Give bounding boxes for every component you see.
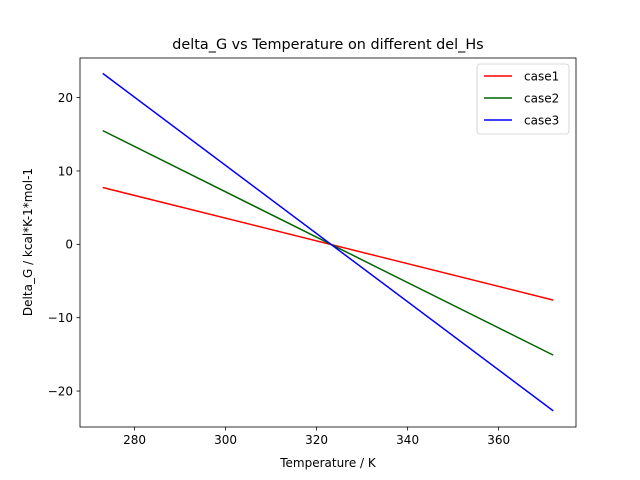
x-axis-ticks: 280 300 320 340 360 (123, 427, 510, 447)
x-axis-label: Temperature / K (279, 456, 377, 470)
legend-label-case1: case1 (524, 69, 559, 83)
series-line-case1 (102, 186, 554, 301)
legend-label-case2: case2 (524, 91, 559, 105)
y-tick-label: −10 (48, 311, 73, 325)
x-tick-label: 300 (214, 433, 237, 447)
y-axis-label: Delta_G / kcal*K-1*mol-1 (21, 168, 35, 316)
y-tick-label: 0 (65, 238, 73, 252)
x-tick-label: 320 (305, 433, 328, 447)
x-tick-label: 280 (123, 433, 146, 447)
legend-label-case3: case3 (524, 113, 559, 127)
chart-title: delta_G vs Temperature on different del_… (172, 37, 483, 53)
y-tick-label: 20 (58, 91, 73, 105)
y-tick-label: −20 (48, 384, 73, 398)
x-tick-label: 340 (396, 433, 419, 447)
y-tick-label: 10 (58, 164, 73, 178)
series-layer (102, 72, 554, 412)
plot-frame (79, 57, 577, 428)
legend: case1 case2 case3 (476, 63, 570, 135)
x-tick-label: 360 (487, 433, 510, 447)
series-line-case3 (102, 72, 554, 412)
legend-box (476, 63, 570, 135)
y-axis-ticks: −20 −10 0 10 20 (48, 91, 80, 398)
